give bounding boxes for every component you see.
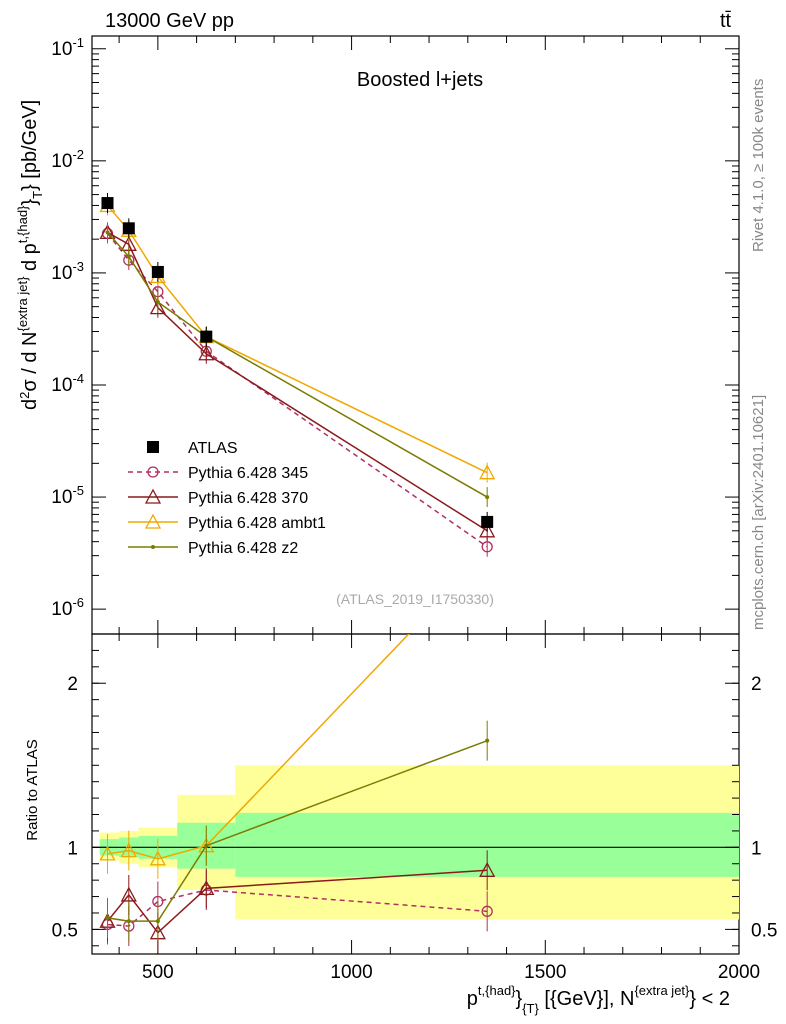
data-marker xyxy=(149,850,166,866)
ratio-series xyxy=(99,634,496,953)
data-marker xyxy=(155,300,160,305)
data-marker xyxy=(126,254,131,259)
data-marker xyxy=(198,345,215,361)
x-axis-label: pt,{had}}{T} [{GeV}], N{extra jet}} < 2 xyxy=(467,983,730,1016)
ratio-y-tick-label: 0.5 xyxy=(751,920,777,941)
data-marker xyxy=(155,919,160,924)
y-tick-label: 10-2 xyxy=(51,147,84,172)
data-marker xyxy=(144,488,162,504)
x-tick-label: 1500 xyxy=(524,962,566,983)
ratio-y-tick-label: 2 xyxy=(751,674,762,695)
data-marker xyxy=(479,861,496,877)
y-tick-label: 10-4 xyxy=(51,371,84,396)
rivet-note: Rivet 4.1.0, ≥ 100k events xyxy=(750,79,767,252)
data-marker xyxy=(481,541,493,553)
process-label: tt̄ xyxy=(720,10,732,32)
main-axes: 10-6 10-5 10-4 10-3 10-2 10-1 xyxy=(51,35,740,634)
data-marker xyxy=(149,299,166,315)
data-marker xyxy=(485,495,490,500)
legend-label: Pythia 6.428 ambt1 xyxy=(188,515,326,532)
data-marker xyxy=(151,265,164,278)
data-marker xyxy=(126,919,131,924)
data-marker xyxy=(99,845,116,861)
y-tick-label: 10-6 xyxy=(51,595,84,620)
series-line xyxy=(106,231,488,498)
data-marker xyxy=(198,879,215,896)
data-marker xyxy=(204,843,209,848)
data-marker xyxy=(105,915,110,920)
x-tick-label: 1000 xyxy=(330,962,372,983)
x-tick-label: 500 xyxy=(142,962,174,983)
y-tick-label: 10-5 xyxy=(51,483,84,508)
main-series xyxy=(99,193,496,557)
y-axis-label-main: d2σ / d N{extra jet} d pt,{had}}T} [pb/G… xyxy=(15,100,45,410)
ratio-y-tick-label: 1 xyxy=(751,838,762,859)
data-marker xyxy=(147,441,159,453)
legend-label: Pythia 6.428 370 xyxy=(188,490,308,507)
mcplots-note: mcplots.cern.ch [arXiv:2401.10621] xyxy=(750,395,767,630)
data-marker xyxy=(200,330,213,343)
plot-title: Boosted l+jets xyxy=(357,69,483,91)
series-line xyxy=(106,204,488,474)
ratio-y-tick-label: 0.5 xyxy=(52,920,78,941)
y-tick-label: 10-3 xyxy=(51,259,84,284)
x-tick-label: 2000 xyxy=(718,962,760,983)
data-marker xyxy=(479,522,496,538)
data-marker xyxy=(144,513,162,529)
legend-label: ATLAS xyxy=(188,440,238,457)
legend-label: Pythia 6.428 345 xyxy=(188,465,308,482)
data-marker xyxy=(485,738,490,743)
data-marker xyxy=(120,886,137,902)
legend: ATLAS Pythia 6.428 345 Pythia 6.428 370 Pyt… xyxy=(128,440,326,557)
data-marker xyxy=(147,466,159,478)
legend-label: Pythia 6.428 z2 xyxy=(188,540,298,557)
data-marker xyxy=(105,230,110,235)
data-marker xyxy=(122,222,135,235)
ratio-y-tick-label: 1 xyxy=(67,838,78,859)
data-marker xyxy=(101,197,114,210)
data-marker xyxy=(120,842,137,858)
y-axis-label-ratio: Ratio to ATLAS xyxy=(24,739,41,840)
ratio-uncertainty-bands xyxy=(92,765,740,920)
data-marker xyxy=(479,464,496,480)
ratio-y-tick-label: 2 xyxy=(67,674,78,695)
y-tick-label: 10-1 xyxy=(51,35,84,60)
data-marker xyxy=(481,905,493,917)
data-marker xyxy=(151,545,155,549)
ratio-series-group xyxy=(99,634,496,953)
data-marker xyxy=(481,515,494,528)
series-line xyxy=(107,231,488,532)
energy-label: 13000 GeV pp xyxy=(105,10,234,32)
series-line xyxy=(106,232,488,548)
ratio-axes: 500 1000 1500 2000 0.5 0.5 1 1 2 2 xyxy=(52,634,777,983)
analysis-id: (ATLAS_2019_I1750330) xyxy=(336,591,494,607)
